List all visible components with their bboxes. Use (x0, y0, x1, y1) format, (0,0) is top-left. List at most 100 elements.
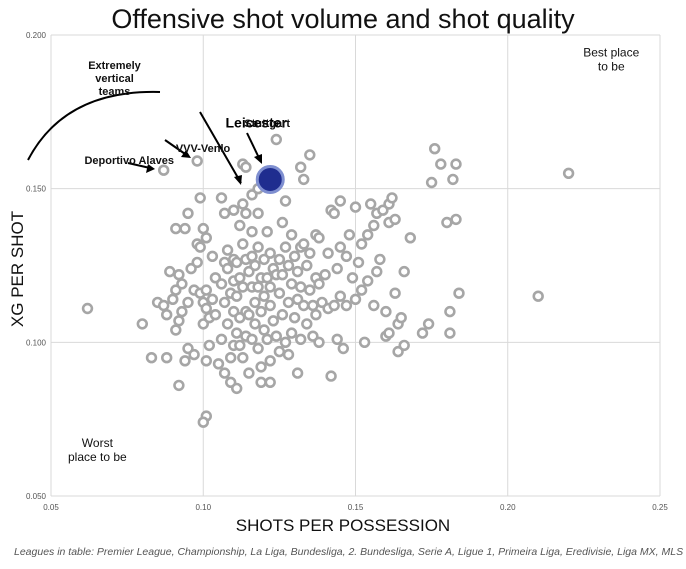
data-point (176, 278, 188, 290)
data-point (267, 315, 279, 327)
data-point (249, 318, 261, 330)
data-point (197, 222, 210, 235)
data-point (252, 241, 264, 253)
vertical-teams-arc (27, 90, 161, 161)
data-point (240, 161, 252, 173)
data-point (298, 238, 310, 250)
data-point (170, 222, 182, 235)
annotation-label: Best place to be (583, 46, 639, 74)
y-axis-label: XG PER SHOT (8, 210, 27, 328)
alaves-arrow (127, 162, 151, 169)
data-point (368, 299, 380, 312)
annotation-label: Extremely vertical teams (88, 60, 141, 98)
data-point (368, 219, 380, 232)
data-point (264, 355, 276, 367)
data-point (282, 259, 295, 272)
data-point (441, 216, 453, 229)
data-point (276, 269, 289, 281)
data-point (200, 355, 213, 367)
data-point (161, 352, 173, 364)
data-point (295, 161, 307, 173)
data-point (200, 232, 213, 244)
y-tick-label: 0.200 (26, 31, 47, 40)
highlight-point (255, 164, 285, 194)
data-point (374, 253, 386, 266)
data-point (291, 265, 304, 278)
data-point (450, 213, 462, 226)
y-tick-label: 0.150 (26, 185, 47, 194)
data-point (282, 348, 295, 361)
data-point (398, 265, 410, 278)
data-point (246, 333, 258, 345)
annotation-label: Worst place to be (68, 436, 127, 464)
data-point (358, 336, 371, 348)
data-point (301, 318, 313, 330)
data-point (240, 207, 252, 220)
data-point (334, 195, 346, 207)
data-point (167, 293, 179, 305)
data-point (395, 312, 407, 324)
data-point (331, 262, 343, 275)
annotation-line: Extremely (88, 60, 141, 72)
leicester-arrowhead (254, 154, 262, 164)
data-point (450, 158, 462, 170)
data-point (249, 296, 261, 309)
data-point (340, 299, 353, 312)
data-point (246, 250, 258, 262)
data-point (231, 327, 243, 339)
annotation-line: place to be (68, 450, 127, 464)
y-tick-label: 0.100 (26, 338, 47, 347)
data-point (328, 299, 340, 312)
data-point (206, 250, 219, 262)
data-point (221, 262, 234, 275)
data-point (355, 284, 368, 296)
data-point (203, 339, 216, 352)
data-point (389, 213, 401, 226)
chart-title: Offensive shot volume and shot quality (111, 4, 575, 34)
data-point (270, 133, 282, 146)
annotation-label: Deportivo Alaves (84, 155, 173, 167)
data-point (200, 302, 213, 315)
data-point (365, 198, 377, 210)
data-point (173, 315, 185, 327)
x-tick-label: 0.20 (500, 503, 516, 512)
data-point (252, 207, 264, 220)
data-point (322, 247, 334, 259)
data-point (295, 333, 307, 345)
data-point (380, 305, 392, 318)
data-point (221, 318, 234, 330)
data-point (313, 278, 325, 290)
data-point (389, 287, 401, 299)
data-point (215, 192, 228, 204)
data-point (422, 318, 435, 330)
data-point (258, 324, 270, 336)
x-tick-label: 0.15 (348, 503, 364, 512)
alaves-arrowhead (146, 164, 155, 173)
data-point (285, 278, 298, 290)
data-point (425, 176, 438, 189)
data-point (212, 358, 225, 370)
data-point (179, 222, 191, 235)
data-point (218, 207, 231, 220)
data-point (161, 309, 173, 321)
data-point (386, 192, 398, 204)
leicester-label: Leicester (225, 114, 287, 130)
data-point (334, 290, 346, 302)
data-point (416, 327, 429, 339)
data-point (383, 327, 395, 339)
data-point (158, 299, 170, 312)
data-point (328, 207, 340, 220)
data-point (145, 352, 158, 364)
data-point (231, 290, 243, 302)
data-point (194, 192, 206, 204)
x-tick-label: 0.05 (43, 503, 59, 512)
data-point (331, 333, 343, 345)
data-point (298, 299, 310, 312)
data-point (173, 269, 185, 281)
data-point (282, 296, 295, 309)
data-point (444, 305, 456, 318)
leicester-arrow (246, 132, 261, 161)
data-point (261, 272, 273, 284)
data-point (371, 265, 383, 278)
